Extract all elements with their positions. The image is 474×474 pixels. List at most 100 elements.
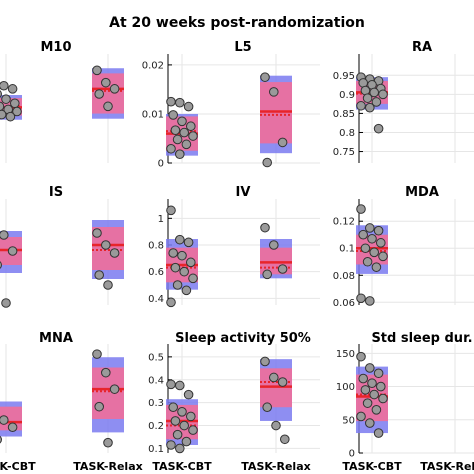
data-point bbox=[103, 101, 113, 112]
panel-title: Sleep activity 50% bbox=[175, 331, 311, 346]
data-point bbox=[373, 225, 384, 236]
data-point bbox=[369, 389, 380, 400]
data-point bbox=[0, 109, 7, 120]
data-point bbox=[188, 273, 198, 284]
data-point bbox=[360, 243, 371, 254]
data-point bbox=[0, 90, 2, 98]
chart-panel-is: IS bbox=[0, 185, 124, 308]
data-point bbox=[0, 435, 2, 444]
data-point bbox=[269, 240, 279, 250]
data-point bbox=[183, 389, 194, 400]
data-point bbox=[181, 285, 192, 296]
data-point bbox=[166, 143, 176, 154]
y-tick-label: 0.4 bbox=[148, 294, 164, 305]
y-tick-label: 50 bbox=[342, 415, 355, 426]
data-point bbox=[92, 349, 102, 359]
data-point bbox=[362, 398, 373, 408]
data-point bbox=[358, 373, 369, 384]
data-point bbox=[277, 377, 288, 387]
y-tick-label: 0.8 bbox=[339, 128, 355, 139]
data-point bbox=[262, 402, 273, 413]
data-point bbox=[109, 84, 120, 94]
data-point bbox=[362, 93, 373, 103]
x-tick-label: TASK-CBT bbox=[342, 460, 402, 473]
y-tick-label: 0.4 bbox=[148, 375, 164, 386]
data-point bbox=[177, 407, 187, 417]
y-tick-label: 0.3 bbox=[148, 398, 164, 409]
data-point bbox=[175, 234, 185, 245]
data-point bbox=[0, 415, 9, 425]
data-point bbox=[175, 443, 185, 454]
panel-title: RA bbox=[412, 40, 432, 55]
y-tick-label: 0.5 bbox=[148, 352, 164, 363]
y-tick-label: 0.01 bbox=[142, 109, 164, 120]
y-tick-label: 150 bbox=[336, 349, 355, 360]
data-point bbox=[356, 100, 366, 111]
data-point bbox=[172, 280, 183, 290]
data-point bbox=[356, 204, 366, 214]
data-point bbox=[12, 106, 22, 117]
data-point bbox=[170, 416, 181, 426]
data-point bbox=[262, 157, 273, 168]
panel-title: IS bbox=[49, 185, 63, 200]
data-point bbox=[277, 137, 288, 148]
data-point bbox=[5, 111, 16, 122]
y-tick-label: 0.85 bbox=[333, 109, 355, 120]
data-point bbox=[183, 237, 194, 248]
data-point bbox=[101, 367, 111, 378]
panel-title: IV bbox=[236, 185, 251, 200]
chart-panel-mda: MDA 0.06 0.08 0.1 0.12 bbox=[333, 185, 474, 309]
data-point bbox=[1, 298, 11, 308]
data-point bbox=[0, 101, 5, 112]
y-tick-label: 0.02 bbox=[142, 60, 164, 71]
data-point bbox=[166, 379, 176, 390]
y-tick-label: 1 bbox=[158, 214, 164, 225]
data-point bbox=[179, 420, 189, 431]
data-point bbox=[367, 378, 377, 389]
x-tick-label: TASK-Relax bbox=[73, 460, 142, 473]
figure-title: At 20 weeks post-randomization bbox=[109, 15, 365, 31]
data-point bbox=[179, 127, 189, 138]
data-point bbox=[0, 80, 9, 91]
y-tick-label: 0 bbox=[349, 449, 355, 460]
data-point bbox=[109, 248, 120, 258]
panel-title: M10 bbox=[40, 40, 71, 55]
y-tick-label: 0.12 bbox=[333, 217, 355, 228]
chart-panel-l5: L5 0 0.01 0.02 bbox=[142, 40, 320, 170]
data-point bbox=[172, 429, 183, 440]
data-point bbox=[260, 222, 270, 233]
data-point bbox=[365, 223, 375, 233]
data-point bbox=[94, 401, 104, 412]
data-point bbox=[186, 121, 196, 132]
y-tick-label: 0.1 bbox=[148, 444, 164, 455]
data-point bbox=[369, 87, 380, 98]
x-tick-label: TASK-Relax bbox=[241, 460, 310, 473]
data-point bbox=[365, 102, 375, 113]
data-point bbox=[177, 250, 187, 261]
data-point bbox=[172, 134, 183, 145]
y-tick-label: 0.8 bbox=[148, 241, 164, 252]
data-point bbox=[170, 125, 181, 135]
data-point bbox=[277, 264, 288, 274]
data-point bbox=[0, 230, 9, 240]
data-point bbox=[181, 139, 192, 150]
data-point bbox=[94, 270, 104, 280]
y-tick-label: 0 bbox=[158, 159, 164, 170]
data-point bbox=[373, 368, 384, 379]
data-point bbox=[371, 97, 382, 107]
data-point bbox=[365, 363, 375, 373]
data-point bbox=[188, 131, 198, 141]
data-point bbox=[188, 425, 198, 435]
data-point bbox=[269, 87, 279, 97]
data-point bbox=[362, 256, 373, 267]
data-point bbox=[356, 411, 366, 422]
data-point bbox=[94, 89, 104, 99]
data-point bbox=[179, 266, 189, 277]
y-tick-label: 0.06 bbox=[333, 298, 355, 309]
data-point bbox=[7, 422, 18, 433]
panel-title: MNA bbox=[39, 331, 73, 346]
data-point bbox=[360, 385, 371, 395]
data-point bbox=[356, 351, 366, 362]
data-point bbox=[175, 97, 185, 108]
data-point bbox=[170, 262, 181, 273]
